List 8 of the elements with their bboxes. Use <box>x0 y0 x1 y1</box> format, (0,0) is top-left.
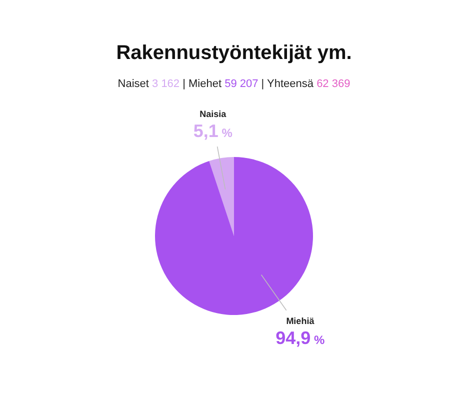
slice-label: Miehiä <box>286 316 316 326</box>
data-label: 94,9 % <box>276 328 326 348</box>
chart-subtitle: Naiset 3 162 | Miehet 59 207 | Yhteensä 62 369 <box>118 78 350 90</box>
pie-slice <box>209 157 234 236</box>
pie-slice <box>155 157 313 315</box>
chart-title: Rakennustyöntekijät ym. <box>115 41 353 66</box>
data-label: 5,1 % <box>193 120 233 141</box>
slice-label: Naisia <box>200 108 228 119</box>
